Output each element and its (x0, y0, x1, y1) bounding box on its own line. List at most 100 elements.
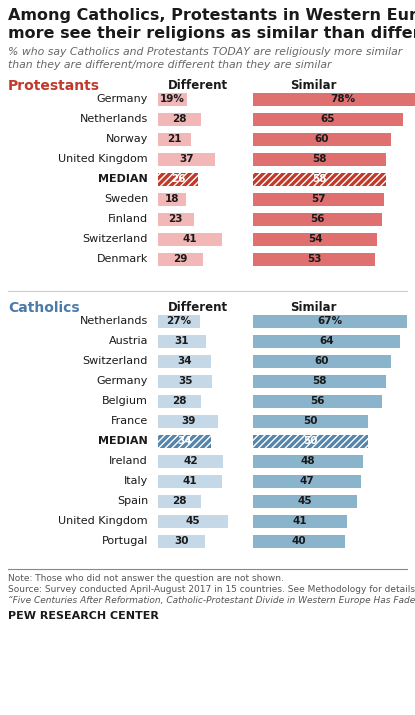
Text: Germany: Germany (97, 94, 148, 104)
Text: PEW RESEARCH CENTER: PEW RESEARCH CENTER (8, 611, 159, 621)
Bar (158, 252, 203, 265)
Text: Protestants: Protestants (8, 79, 100, 93)
Bar (253, 375, 386, 388)
Text: Netherlands: Netherlands (80, 114, 148, 124)
Text: Similar: Similar (290, 301, 336, 314)
Bar (158, 152, 215, 165)
Text: 35: 35 (178, 376, 193, 386)
Bar (158, 232, 222, 245)
Text: Ireland: Ireland (109, 456, 148, 466)
Text: Spain: Spain (117, 496, 148, 506)
Text: Different: Different (168, 79, 228, 92)
Bar (253, 435, 368, 448)
Text: 18: 18 (165, 194, 179, 204)
Bar (158, 535, 205, 548)
Text: Among Catholics, Protestants in Western Europe,
more see their religions as simi: Among Catholics, Protestants in Western … (8, 8, 415, 41)
Text: Switzerland: Switzerland (83, 356, 148, 366)
Text: 60: 60 (315, 134, 329, 144)
Bar (158, 455, 223, 468)
Text: 50: 50 (303, 416, 318, 426)
Text: Catholics: Catholics (8, 301, 80, 315)
Text: 65: 65 (320, 114, 335, 124)
Text: 53: 53 (307, 254, 321, 264)
Bar (158, 415, 218, 428)
Text: 45: 45 (186, 516, 200, 526)
Text: Belgium: Belgium (102, 396, 148, 406)
Text: 57: 57 (311, 194, 326, 204)
Bar (158, 172, 198, 185)
Bar (253, 415, 368, 428)
Bar (253, 535, 345, 548)
Text: 27%: 27% (166, 316, 191, 326)
Bar (158, 132, 190, 145)
Bar (158, 112, 201, 126)
Bar (253, 495, 356, 508)
Bar (253, 232, 377, 245)
Text: 28: 28 (173, 396, 187, 406)
Text: 58: 58 (312, 174, 327, 184)
Bar (158, 212, 194, 225)
Bar (158, 515, 228, 528)
Text: 64: 64 (319, 336, 334, 346)
Text: 60: 60 (315, 356, 329, 366)
Text: Germany: Germany (97, 376, 148, 386)
Text: 30: 30 (174, 536, 188, 546)
Bar (158, 375, 212, 388)
Bar (253, 395, 382, 408)
Bar (253, 212, 382, 225)
Bar (158, 355, 211, 368)
Text: 31: 31 (175, 336, 189, 346)
Text: United Kingdom: United Kingdom (59, 516, 148, 526)
Text: 34: 34 (177, 436, 192, 446)
Bar (253, 315, 407, 327)
Text: % who say Catholics and Protestants TODAY are religiously more similar
than they: % who say Catholics and Protestants TODA… (8, 47, 402, 70)
Bar (253, 152, 386, 165)
Text: 50: 50 (303, 436, 318, 446)
Bar (253, 355, 391, 368)
Text: 78%: 78% (330, 94, 355, 104)
Text: 67%: 67% (317, 316, 343, 326)
Text: Denmark: Denmark (97, 254, 148, 264)
Text: 58: 58 (312, 376, 327, 386)
Bar (253, 192, 384, 205)
Text: 40: 40 (292, 536, 306, 546)
Bar (253, 455, 364, 468)
Text: Switzerland: Switzerland (83, 234, 148, 244)
Bar (253, 435, 368, 448)
Text: “Five Centuries After Reformation, Catholic-Protestant Divide in Western Europe : “Five Centuries After Reformation, Catho… (8, 596, 415, 605)
Bar (253, 515, 347, 528)
Bar (253, 172, 386, 185)
Bar (158, 435, 211, 448)
Text: MEDIAN: MEDIAN (98, 436, 148, 446)
Text: Different: Different (168, 301, 228, 314)
Text: 29: 29 (173, 254, 188, 264)
Bar (158, 172, 198, 185)
Text: 39: 39 (181, 416, 195, 426)
Bar (158, 192, 186, 205)
Text: 37: 37 (179, 154, 194, 164)
Text: Source: Survey conducted April-August 2017 in 15 countries. See Methodology for : Source: Survey conducted April-August 20… (8, 585, 415, 594)
Text: 56: 56 (310, 396, 325, 406)
Bar (158, 435, 211, 448)
Bar (158, 395, 201, 408)
Bar (253, 172, 386, 185)
Bar (158, 92, 188, 106)
Text: United Kingdom: United Kingdom (59, 154, 148, 164)
Text: 45: 45 (298, 496, 312, 506)
Text: 41: 41 (183, 476, 197, 486)
Text: 42: 42 (183, 456, 198, 466)
Bar (158, 315, 200, 327)
Text: 54: 54 (308, 234, 322, 244)
Text: Portugal: Portugal (102, 536, 148, 546)
Text: Sweden: Sweden (104, 194, 148, 204)
Bar (158, 495, 201, 508)
Bar (253, 335, 400, 347)
Text: 28: 28 (173, 496, 187, 506)
Text: 56: 56 (310, 214, 325, 224)
Bar (253, 132, 391, 145)
Text: Norway: Norway (106, 134, 148, 144)
Text: Finland: Finland (108, 214, 148, 224)
Bar (253, 252, 375, 265)
Bar (253, 92, 415, 106)
Text: Italy: Italy (124, 476, 148, 486)
